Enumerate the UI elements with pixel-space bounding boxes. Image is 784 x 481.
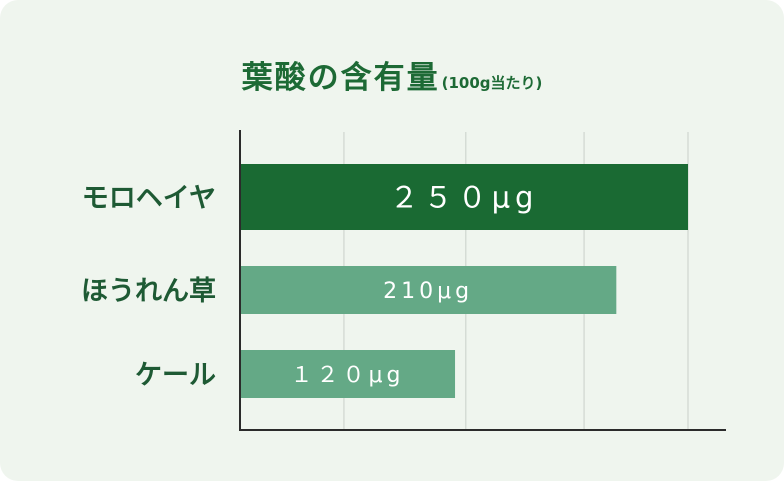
category-label: ケール <box>135 360 216 391</box>
category-label: ほうれん草 <box>81 276 216 307</box>
bar-value-label: 210μg <box>383 279 473 304</box>
category-label: モロヘイヤ <box>82 183 216 214</box>
bar <box>240 266 617 314</box>
bar-value-label: ２５０μg <box>390 180 539 214</box>
chart-title: 葉酸の含有量 <box>241 60 440 96</box>
bar <box>240 350 456 398</box>
bar <box>240 164 688 230</box>
chart-title-block: 葉酸の含有量 (100g当たり) <box>0 52 784 97</box>
bar-value-label: １２０μg <box>291 363 405 388</box>
chart-subtitle: (100g当たり) <box>441 74 543 92</box>
